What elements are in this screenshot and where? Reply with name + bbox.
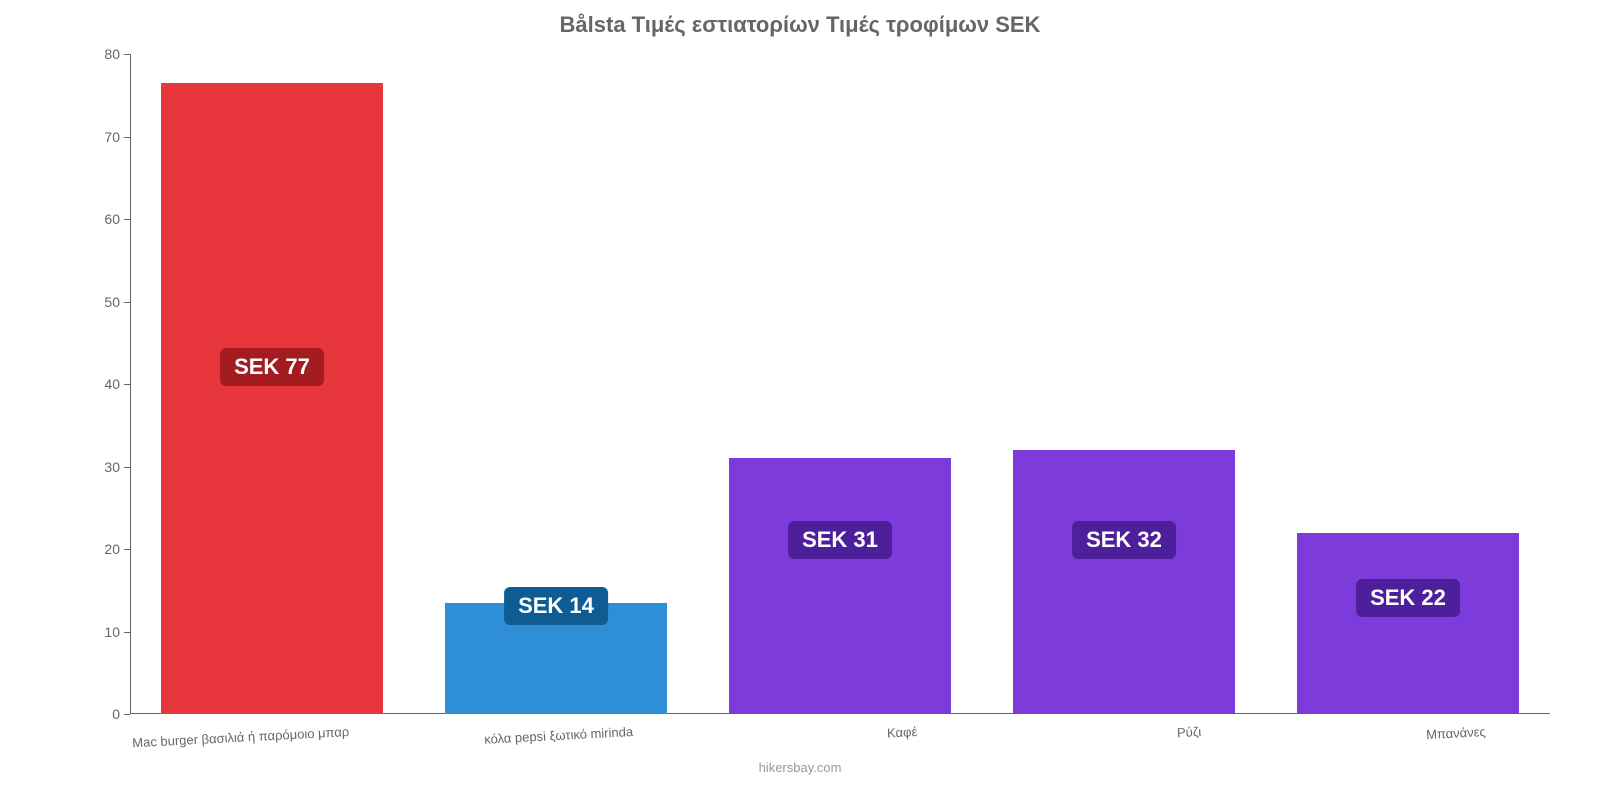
y-tick-mark — [124, 137, 130, 138]
x-tick-label: Καφέ — [887, 724, 918, 741]
price-bar-chart: Bålsta Τιμές εστιατορίων Τιμές τροφίμων … — [0, 0, 1600, 800]
x-tick-label: κόλα pepsi ξωτικό mirinda — [484, 724, 634, 747]
value-badge: SEK 31 — [788, 521, 892, 559]
x-tick-label: Mac burger βασιλιά ή παρόμοιο μπαρ — [132, 724, 350, 750]
y-tick-label: 60 — [80, 211, 120, 227]
chart-title: Bålsta Τιμές εστιατορίων Τιμές τροφίμων … — [0, 12, 1600, 38]
y-tick-label: 40 — [80, 376, 120, 392]
y-tick-label: 50 — [80, 294, 120, 310]
y-tick-mark — [124, 632, 130, 633]
value-badge: SEK 77 — [220, 348, 324, 386]
x-tick-label: Ρύζι — [1177, 724, 1202, 740]
bar — [729, 458, 951, 714]
y-tick-mark — [124, 302, 130, 303]
bar — [1013, 450, 1235, 714]
attribution: hikersbay.com — [0, 760, 1600, 775]
y-tick-label: 0 — [80, 706, 120, 722]
y-tick-mark — [124, 384, 130, 385]
value-badge: SEK 22 — [1356, 579, 1460, 617]
y-tick-label: 30 — [80, 459, 120, 475]
value-badge: SEK 32 — [1072, 521, 1176, 559]
value-badge: SEK 14 — [504, 587, 608, 625]
x-tick-label: Μπανάνες — [1426, 724, 1486, 742]
bar — [161, 83, 383, 714]
y-axis-line — [130, 54, 131, 714]
y-tick-mark — [124, 54, 130, 55]
y-tick-label: 20 — [80, 541, 120, 557]
y-tick-label: 80 — [80, 46, 120, 62]
y-tick-mark — [124, 549, 130, 550]
y-tick-label: 10 — [80, 624, 120, 640]
plot-area: 01020304050607080 SEK 77SEK 14SEK 31SEK … — [130, 54, 1550, 714]
y-tick-label: 70 — [80, 129, 120, 145]
y-tick-mark — [124, 714, 130, 715]
y-tick-mark — [124, 467, 130, 468]
y-tick-mark — [124, 219, 130, 220]
bar — [1297, 533, 1519, 715]
